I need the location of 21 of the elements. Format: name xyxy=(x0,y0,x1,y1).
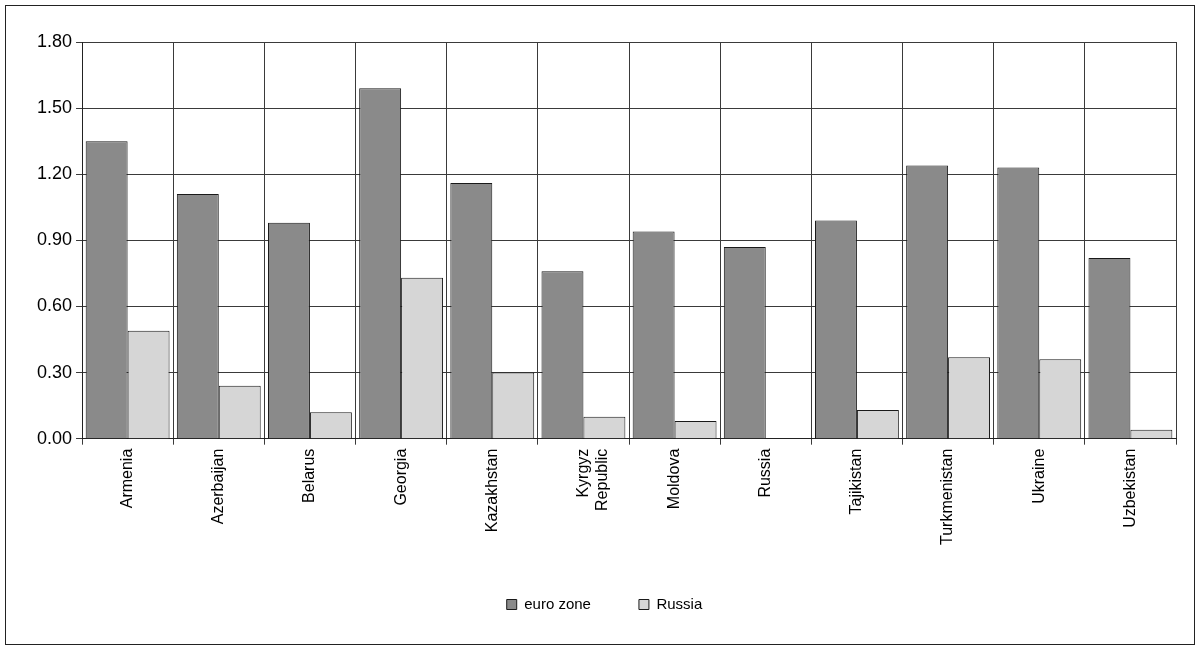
x-tick-label: Turkmenistan xyxy=(938,448,956,545)
y-tick-label: 0.60 xyxy=(36,295,73,316)
legend-label: euro zone xyxy=(524,594,591,612)
x-tick-label: Belarus xyxy=(300,448,318,503)
legend-label: Russia xyxy=(656,594,703,612)
x-tick-label: Russia xyxy=(756,448,774,498)
x-tick-label: Georgia xyxy=(391,448,409,506)
x-tick-label: Kyrgyz Republic xyxy=(573,448,611,511)
x-tick-label: Tajikistan xyxy=(847,448,865,515)
y-tick-label: 0.90 xyxy=(36,229,73,250)
x-tick-label: Kazakhstan xyxy=(482,448,500,533)
y-tick-label: 0.00 xyxy=(36,427,73,448)
y-tick-label: 0.30 xyxy=(36,361,73,382)
x-tick-label: Moldova xyxy=(665,448,682,510)
y-tick-label: 1.20 xyxy=(36,163,73,184)
x-tick-label: Ukraine xyxy=(1029,448,1047,504)
x-tick-label: Uzbekistan xyxy=(1120,448,1138,528)
y-tick-label: 1.80 xyxy=(36,30,73,51)
x-tick-label: Azerbaijan xyxy=(209,448,227,525)
x-tick-label: Armenia xyxy=(118,448,136,509)
y-tick-label: 1.50 xyxy=(36,97,73,118)
